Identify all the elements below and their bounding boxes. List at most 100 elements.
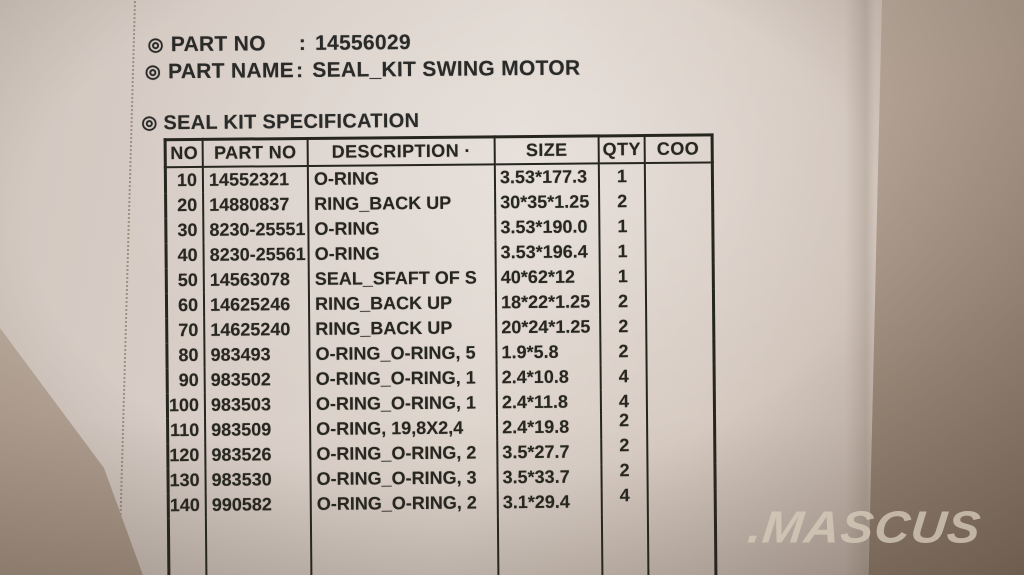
cell-no: 60	[166, 292, 205, 318]
section-title: SEAL KIT SPECIFICATION	[163, 109, 420, 135]
spec-table-body: 10 14552321 O-RING 3.53*177.3 1 20 14880837 RIN…	[165, 161, 716, 575]
cell-size: 40*62*12	[495, 263, 600, 290]
cell-qty: 2	[601, 432, 648, 458]
cell-coo	[647, 487, 715, 514]
cell-no: 110	[167, 417, 206, 443]
cell-qty: 1	[599, 213, 646, 239]
cell-coo	[646, 312, 714, 339]
empty-cell	[601, 507, 649, 575]
colon-separator: :	[295, 59, 304, 83]
column-header-description: DESCRIPTION ·	[307, 136, 495, 166]
section-title-line: ◎ SEAL KIT SPECIFICATION	[141, 110, 419, 135]
cell-no: 40	[165, 242, 204, 268]
cell-part_no: 983526	[205, 441, 311, 468]
cell-no: 70	[166, 317, 205, 343]
cell-description: O-RING_O-RING, 3	[310, 464, 498, 492]
part-no-line: ◎ PART NO : 14556029	[148, 31, 411, 57]
cell-part_no: 983502	[204, 366, 310, 393]
cell-coo	[647, 462, 715, 489]
cell-size: 2.4*19.8	[497, 413, 602, 440]
cell-qty: 4	[601, 482, 648, 508]
cell-description: O-RING	[308, 239, 496, 267]
cell-part_no: 8230-25561	[203, 241, 309, 268]
cell-coo	[644, 161, 713, 189]
cell-coo	[645, 237, 713, 264]
cell-description: RING_BACK UP	[308, 189, 496, 217]
cell-coo	[645, 212, 713, 239]
cell-qty: 2	[599, 288, 647, 314]
column-header-qty: QTY	[598, 135, 645, 163]
cell-size: 3.5*33.7	[497, 463, 602, 490]
cell-qty: 2	[599, 188, 646, 214]
cell-no: 20	[165, 192, 204, 218]
spec-table: NO PART NO DESCRIPTION · SIZE QTY COO 10 14552…	[163, 133, 718, 575]
cell-no: 50	[166, 267, 204, 293]
part-name-label: PART NAME	[167, 59, 295, 84]
column-header-part_no: PART NO	[202, 138, 308, 167]
cell-part_no: 983503	[204, 391, 311, 418]
cell-size: 3.53*177.3	[494, 162, 600, 190]
empty-cell	[205, 516, 312, 575]
cell-coo	[645, 262, 713, 289]
cell-no: 100	[167, 392, 206, 418]
colon-separator: :	[298, 31, 307, 56]
cell-qty: 4	[600, 363, 647, 389]
cell-description: O-RING_O-RING, 2	[310, 439, 498, 467]
cell-description: O-RING	[308, 214, 496, 242]
cell-size: 20*24*1.25	[496, 313, 601, 340]
cell-no: 130	[167, 467, 206, 493]
part-no-value: 14556029	[314, 31, 412, 55]
cell-description: RING_BACK UP	[309, 314, 497, 342]
cell-coo	[647, 437, 715, 464]
cell-part_no: 990582	[205, 491, 311, 518]
cell-no: 30	[165, 217, 204, 243]
column-header-coo: COO	[644, 134, 712, 163]
cell-part_no: 14625240	[204, 316, 310, 343]
cell-part_no: 983493	[204, 341, 310, 368]
cell-part_no: 8230-25551	[203, 216, 309, 243]
cell-description: O-RING_O-RING, 1	[309, 389, 498, 417]
cell-qty: 2	[601, 457, 648, 483]
cell-part_no: 14563078	[203, 266, 309, 293]
cell-size: 30*35*1.25	[495, 188, 600, 215]
cell-description: O-RING_O-RING, 2	[310, 489, 498, 517]
cell-size: 2.4*11.8	[496, 388, 602, 415]
cell-coo	[645, 287, 714, 314]
empty-cell	[497, 513, 603, 575]
cell-part_no: 14880837	[203, 191, 309, 218]
cell-no: 90	[167, 367, 205, 393]
cell-no: 140	[168, 492, 206, 518]
cell-qty: 2	[600, 338, 647, 364]
cell-description: RING_BACK UP	[308, 289, 497, 317]
column-header-no: NO	[165, 139, 203, 167]
empty-cell	[647, 512, 716, 575]
cell-size: 1.9*5.8	[496, 338, 601, 365]
cell-coo	[646, 362, 714, 389]
cell-qty: 1	[598, 162, 646, 189]
bullseye-icon: ◎	[141, 112, 158, 133]
cell-size: 3.1*29.4	[497, 488, 602, 515]
cell-part_no: 14625246	[203, 291, 310, 318]
part-name-line: ◎ PART NAME : SEAL_KIT SWING MOTOR	[145, 57, 581, 85]
cell-coo	[646, 387, 715, 414]
cell-size: 18*22*1.25	[495, 288, 601, 315]
cell-description: SEAL_SFAFT OF S	[308, 264, 496, 292]
cell-coo	[647, 412, 715, 439]
cell-size: 3.53*196.4	[495, 238, 600, 265]
cell-part_no: 14552321	[202, 165, 309, 193]
cell-qty: 2	[600, 313, 647, 339]
plastic-bag	[0, 0, 882, 575]
part-no-label: PART NO	[170, 32, 266, 57]
cell-description: O-RING_O-RING, 1	[309, 364, 497, 392]
cell-description: O-RING_O-RING, 5	[309, 339, 497, 367]
cell-size: 3.53*190.0	[495, 213, 600, 240]
bullseye-icon: ◎	[147, 34, 164, 55]
bag-crease	[845, 0, 875, 575]
cell-no: 80	[166, 342, 205, 368]
cell-coo	[646, 337, 714, 364]
bullseye-icon: ◎	[144, 61, 162, 82]
cell-part_no: 983509	[205, 416, 311, 443]
mascus-watermark: .MASCUS	[745, 503, 984, 553]
